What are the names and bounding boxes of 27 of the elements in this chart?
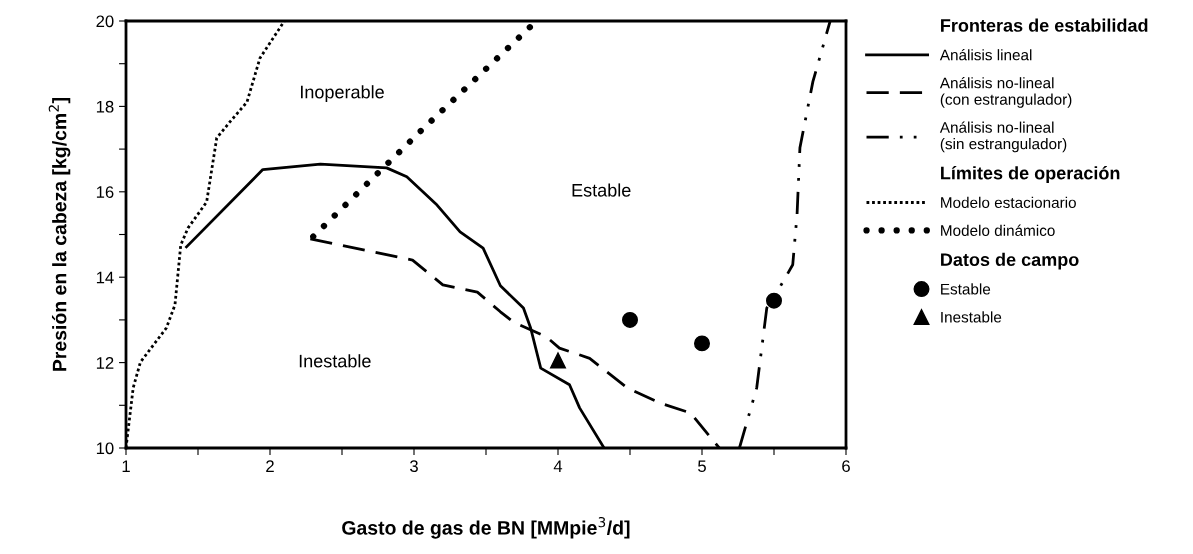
y-tick-label: 10: [96, 442, 114, 455]
x-tick-label: 1: [122, 460, 130, 472]
x-tick-label: 6: [842, 460, 850, 473]
legend-label: Modelo dinámico: [941, 224, 1055, 236]
annotation: Estable: [572, 183, 631, 197]
x-axis-title: Gasto de gas de BN [MMpie$^{3}$/d]: [342, 517, 630, 539]
annotation: Inestable: [299, 354, 371, 368]
y-tick-label: 18: [96, 100, 114, 113]
x-tick-label: 4: [553, 460, 563, 472]
x-tick-label: 2: [266, 460, 274, 472]
x-tick-label: 3: [410, 460, 418, 473]
y-axis-title: Presión en la cabeza [kg/cm$^{2}$]: [48, 98, 71, 371]
legend-label: Modelo estacionario: [941, 196, 1076, 208]
legend-label: Análisis no-lineal (con estrangulador): [939, 76, 1072, 108]
y-tick-label: 20: [96, 15, 114, 28]
legend-label: Análisis lineal: [939, 48, 1032, 61]
legend-label: Estable: [941, 283, 991, 295]
legend-label: Análisis no-lineal (sin estrangulador): [939, 121, 1067, 153]
legend-label: Inestable: [941, 311, 1002, 323]
y-tick-label: 16: [96, 186, 114, 198]
text: Datos de campo: [941, 252, 1079, 270]
text: Fronteras de estabilidad: [941, 18, 1148, 32]
x-tick-label: 5: [698, 460, 706, 473]
text: Límites de operación: [941, 166, 1120, 184]
y-tick-label: 14: [96, 271, 114, 284]
y-tick-label: 12: [96, 357, 114, 369]
annotation: Inoperable: [301, 85, 384, 103]
